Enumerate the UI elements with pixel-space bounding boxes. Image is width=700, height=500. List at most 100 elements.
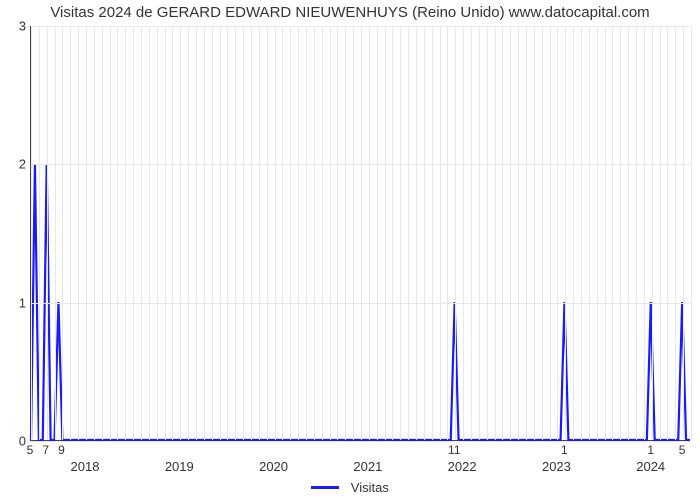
- grid-v: [400, 26, 401, 440]
- legend-label: Visitas: [351, 480, 389, 495]
- grid-v: [70, 26, 71, 440]
- grid-v: [518, 26, 519, 440]
- grid-v: [463, 26, 464, 440]
- grid-v: [565, 26, 566, 440]
- legend: Visitas: [0, 479, 700, 495]
- y-tick-label: 1: [10, 295, 26, 310]
- x-tick-minor: 5: [679, 443, 686, 457]
- grid-v: [172, 26, 173, 440]
- x-tick-year: 2023: [542, 459, 571, 474]
- grid-v: [447, 26, 448, 440]
- grid-v: [581, 26, 582, 440]
- grid-v: [306, 26, 307, 440]
- grid-v: [644, 26, 645, 440]
- grid-v: [180, 26, 181, 440]
- y-tick-label: 2: [10, 157, 26, 172]
- grid-v: [424, 26, 425, 440]
- grid-v: [675, 26, 676, 440]
- grid-v: [110, 26, 111, 440]
- grid-v: [353, 26, 354, 440]
- grid-v: [31, 26, 32, 440]
- grid-v: [432, 26, 433, 440]
- x-tick-minor: 1: [647, 443, 654, 457]
- grid-v: [385, 26, 386, 440]
- grid-v: [259, 26, 260, 440]
- chart-title: Visitas 2024 de GERARD EDWARD NIEUWENHUY…: [0, 4, 700, 21]
- grid-v: [597, 26, 598, 440]
- grid-h: [31, 441, 690, 442]
- grid-v: [220, 26, 221, 440]
- grid-v: [149, 26, 150, 440]
- grid-v: [612, 26, 613, 440]
- grid-v: [227, 26, 228, 440]
- grid-h: [31, 303, 690, 304]
- y-tick-label: 3: [10, 19, 26, 34]
- grid-v: [157, 26, 158, 440]
- grid-v: [589, 26, 590, 440]
- grid-v: [487, 26, 488, 440]
- grid-v: [502, 26, 503, 440]
- grid-v: [188, 26, 189, 440]
- grid-v: [275, 26, 276, 440]
- grid-v: [94, 26, 95, 440]
- grid-v: [392, 26, 393, 440]
- grid-v: [361, 26, 362, 440]
- grid-v: [47, 26, 48, 440]
- grid-v: [55, 26, 56, 440]
- grid-v: [212, 26, 213, 440]
- grid-v: [620, 26, 621, 440]
- y-tick-label: 0: [10, 434, 26, 449]
- grid-v: [337, 26, 338, 440]
- x-tick-year: 2022: [448, 459, 477, 474]
- grid-v: [455, 26, 456, 440]
- grid-v: [377, 26, 378, 440]
- x-tick-minor: 9: [58, 443, 65, 457]
- grid-v: [298, 26, 299, 440]
- grid-v: [495, 26, 496, 440]
- grid-v: [542, 26, 543, 440]
- grid-v: [141, 26, 142, 440]
- grid-v: [290, 26, 291, 440]
- grid-v: [526, 26, 527, 440]
- grid-v: [117, 26, 118, 440]
- grid-v: [196, 26, 197, 440]
- grid-v: [282, 26, 283, 440]
- grid-v: [251, 26, 252, 440]
- grid-v: [330, 26, 331, 440]
- x-tick-year: 2020: [259, 459, 288, 474]
- grid-v: [479, 26, 480, 440]
- x-tick-minor: 5: [27, 443, 34, 457]
- grid-v: [557, 26, 558, 440]
- grid-v: [471, 26, 472, 440]
- grid-v: [416, 26, 417, 440]
- grid-v: [605, 26, 606, 440]
- grid-v: [573, 26, 574, 440]
- grid-v: [86, 26, 87, 440]
- x-tick-minor: 7: [42, 443, 49, 457]
- grid-v: [204, 26, 205, 440]
- grid-v: [691, 26, 692, 440]
- grid-h: [31, 164, 690, 165]
- grid-v: [322, 26, 323, 440]
- grid-v: [102, 26, 103, 440]
- grid-v: [165, 26, 166, 440]
- x-tick-year: 2018: [71, 459, 100, 474]
- grid-v: [660, 26, 661, 440]
- x-tick-minor: 11: [448, 443, 460, 457]
- grid-v: [408, 26, 409, 440]
- grid-v: [267, 26, 268, 440]
- grid-v: [235, 26, 236, 440]
- grid-v: [667, 26, 668, 440]
- plot-area: [30, 26, 690, 441]
- grid-v: [345, 26, 346, 440]
- grid-v: [125, 26, 126, 440]
- grid-v: [78, 26, 79, 440]
- grid-v: [62, 26, 63, 440]
- grid-v: [314, 26, 315, 440]
- grid-v: [510, 26, 511, 440]
- grid-v: [534, 26, 535, 440]
- legend-swatch: [311, 486, 339, 489]
- grid-v: [636, 26, 637, 440]
- grid-h: [31, 26, 690, 27]
- x-tick-year: 2019: [165, 459, 194, 474]
